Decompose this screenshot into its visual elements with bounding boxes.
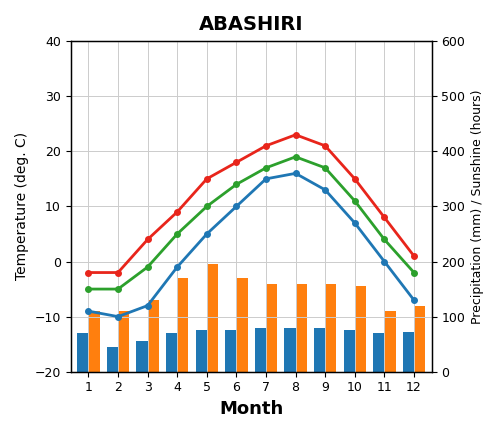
Bar — [403, 332, 414, 372]
Y-axis label: Temperature (deg. C): Temperature (deg. C) — [15, 132, 29, 281]
Bar — [88, 311, 100, 372]
Bar — [254, 328, 266, 372]
Bar — [325, 284, 336, 372]
Bar — [384, 311, 396, 372]
Bar — [355, 286, 366, 372]
Bar — [166, 333, 177, 372]
Bar — [77, 333, 88, 372]
Bar — [266, 284, 277, 372]
Bar — [107, 347, 118, 372]
Bar — [373, 333, 384, 372]
Bar — [295, 284, 307, 372]
Bar — [225, 330, 237, 372]
Bar — [314, 328, 325, 372]
Bar — [196, 330, 207, 372]
Bar — [207, 264, 218, 372]
Bar — [148, 300, 159, 372]
Bar — [343, 330, 355, 372]
Bar — [177, 278, 189, 372]
Bar — [237, 278, 248, 372]
Bar — [414, 306, 425, 372]
Bar — [118, 311, 129, 372]
X-axis label: Month: Month — [219, 400, 283, 418]
Bar — [284, 328, 295, 372]
Bar — [136, 341, 148, 372]
Title: ABASHIRI: ABASHIRI — [199, 15, 303, 34]
Y-axis label: Precipitation (mm) / Sunshine (hours): Precipitation (mm) / Sunshine (hours) — [471, 89, 484, 323]
